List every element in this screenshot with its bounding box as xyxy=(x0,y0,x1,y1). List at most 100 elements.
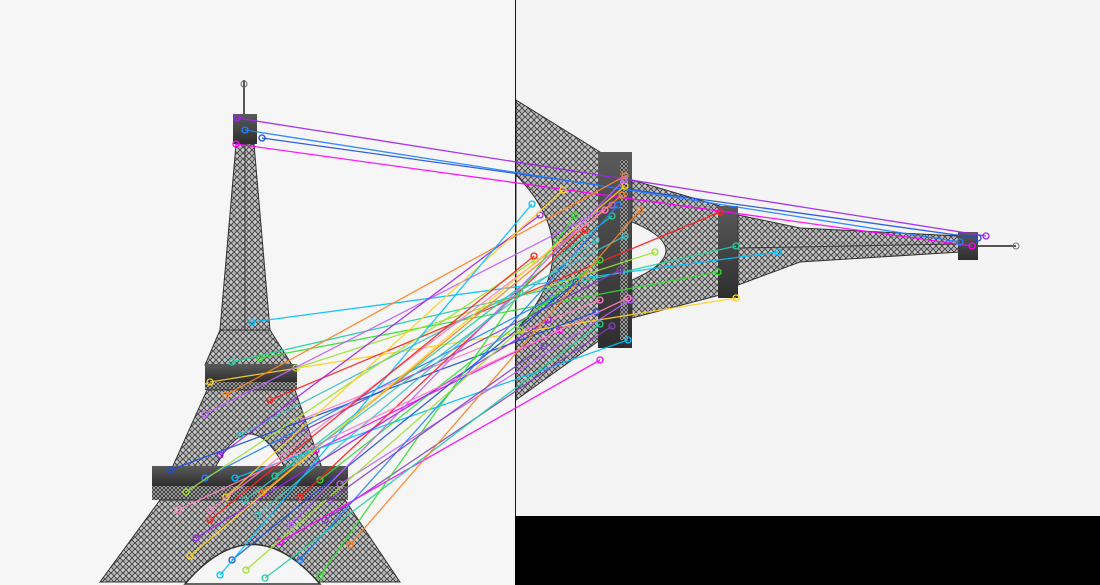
keypoint-marker-right xyxy=(732,294,740,302)
keypoint-marker-left xyxy=(296,556,304,564)
match-line xyxy=(235,143,973,247)
keypoint-marker-right xyxy=(559,186,567,194)
match-line xyxy=(264,323,601,579)
keypoint-marker-right xyxy=(621,232,629,240)
keypoint-marker-left xyxy=(232,140,240,148)
keypoint-marker-left xyxy=(222,391,230,399)
keypoint-marker-right xyxy=(626,296,634,304)
keypoint-marker-right xyxy=(774,248,782,256)
match-line xyxy=(349,209,641,546)
keypoint-marker-right xyxy=(528,200,536,208)
match-line xyxy=(209,209,606,511)
keypoint-marker-left xyxy=(186,552,194,560)
keypoint-marker-right xyxy=(636,206,644,214)
keypoint-marker-left xyxy=(316,572,324,580)
match-line xyxy=(234,339,629,479)
keypoint-marker-left xyxy=(242,566,250,574)
match-line xyxy=(209,297,737,383)
right-panel-padding-bar xyxy=(515,516,1100,585)
match-line xyxy=(189,185,626,557)
keypoint-marker-right xyxy=(651,248,659,256)
keypoint-marker-left xyxy=(241,496,249,504)
match-line xyxy=(231,245,737,363)
match-line xyxy=(261,137,979,239)
keypoint-marker-left xyxy=(236,431,244,439)
match-line xyxy=(295,251,656,369)
match-line xyxy=(299,204,619,561)
match-line xyxy=(259,271,719,359)
match-lines xyxy=(166,114,990,582)
keypoint-marker-left xyxy=(174,506,182,514)
keypoint-marker-left xyxy=(206,506,214,514)
keypoint-marker-right xyxy=(620,176,628,184)
keypoint-marker-left xyxy=(254,511,262,519)
match-line xyxy=(225,175,626,396)
keypoint-marker-right xyxy=(618,191,626,199)
keypoint-marker-left xyxy=(233,114,241,122)
match-line xyxy=(219,214,541,456)
match-line xyxy=(204,297,553,479)
match-line xyxy=(339,299,631,485)
keypoint-marker-left xyxy=(231,474,239,482)
keypoint-marker-left xyxy=(241,126,249,134)
match-line xyxy=(219,203,533,576)
keypoint-marker-right xyxy=(556,326,564,334)
keypoint-marker-left xyxy=(201,410,209,418)
keypoint-marker-left xyxy=(346,541,354,549)
keypoint-marker-left xyxy=(206,516,214,524)
rotated-tower-middle-opening xyxy=(631,221,667,281)
match-line xyxy=(225,189,564,498)
keypoint-marker-right xyxy=(516,288,524,296)
left-panel xyxy=(0,0,515,585)
match-line xyxy=(185,259,536,493)
keypoint-marker-right xyxy=(516,326,524,334)
match-line xyxy=(244,239,597,501)
keypoint-marker-right xyxy=(581,226,589,234)
keypoint-marker-right xyxy=(596,320,604,328)
match-line xyxy=(244,129,961,243)
rotated-tower-antenna-tip xyxy=(1012,242,1020,250)
match-line xyxy=(289,179,625,526)
keypoint-marker-right xyxy=(714,268,722,276)
keypoint-marker-left xyxy=(326,496,334,504)
tower-antenna-tip xyxy=(240,80,248,88)
keypoint-marker-left xyxy=(228,556,236,564)
match-line xyxy=(299,229,586,498)
keypoint-marker-right xyxy=(616,266,624,274)
keypoint-marker-left xyxy=(296,493,304,501)
keypoint-marker-left xyxy=(206,378,214,386)
rotated-tower-second-platform xyxy=(718,206,738,298)
match-line xyxy=(231,281,577,561)
keypoint-marker-left xyxy=(166,466,174,474)
match-line xyxy=(204,204,613,415)
keypoint-marker-right xyxy=(624,336,632,344)
keypoint-marker-left xyxy=(182,488,190,496)
keypoint-marker-right xyxy=(956,238,964,246)
match-line xyxy=(329,345,545,501)
tower-second-platform-rail xyxy=(205,382,297,390)
keypoint-marker-right xyxy=(596,356,604,364)
rotated-tower-first-platform-rail xyxy=(620,160,628,340)
keypoint-marker-right xyxy=(530,252,538,260)
keypoint-marker-right xyxy=(592,236,600,244)
rotated-tower-spine xyxy=(737,243,961,249)
tower-top-cabin xyxy=(233,114,257,144)
match-line xyxy=(251,251,779,323)
keypoint-marker-left xyxy=(258,134,266,142)
keypoint-marker-right xyxy=(621,172,629,180)
keypoint-marker-left xyxy=(216,571,224,579)
keypoint-marker-right xyxy=(614,201,622,209)
keypoint-marker-left xyxy=(316,476,324,484)
keypoint-marker-right xyxy=(596,296,604,304)
keypoint-marker-right xyxy=(601,206,609,214)
match-line xyxy=(274,215,613,477)
keypoint-marker-right xyxy=(571,211,579,219)
keypoint-marker-right xyxy=(572,278,580,286)
keypoint-marker-left xyxy=(286,521,294,529)
keypoint-marker-right xyxy=(540,342,548,350)
match-line xyxy=(236,117,987,237)
keypoint-marker-left xyxy=(261,574,269,582)
keypoint-marker-right xyxy=(608,322,616,330)
